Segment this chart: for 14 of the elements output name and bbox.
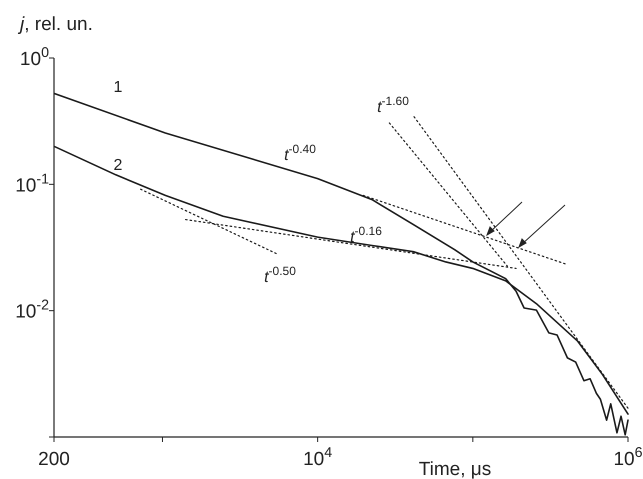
annotation: t$^{-1.60}$ (377, 94, 410, 116)
annotation: t$^{-0.50}$ (264, 264, 296, 286)
y-axis-title: j, rel. un. (17, 14, 93, 35)
y-tick-label: 10$^{-1}$ (15, 171, 50, 196)
annotation: 1 (114, 79, 123, 96)
annotation: 2 (114, 157, 123, 174)
x-tick-label: 10$^{6}$ (613, 445, 643, 470)
y-tick-label: 10$^{0}$ (20, 45, 50, 70)
x-tick-label: 200 (38, 449, 70, 470)
x-axis-title: Time, μs (418, 459, 492, 479)
annotation: t$^{-0.16}$ (350, 224, 382, 246)
y-tick-label: 10$^{-2}$ (15, 298, 50, 323)
annotation: t$^{-0.40}$ (284, 142, 316, 164)
x-tick-label: 10$^{4}$ (303, 445, 332, 470)
